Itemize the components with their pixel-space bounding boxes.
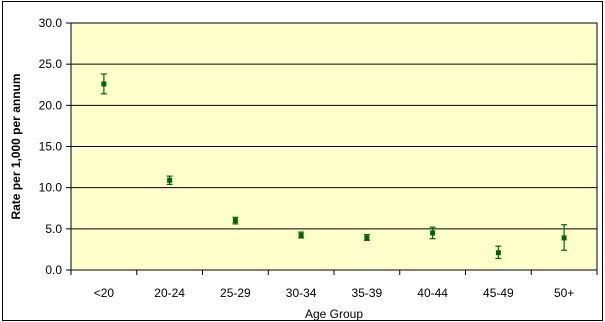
data-point bbox=[167, 177, 173, 183]
y-tick-label: 10.0 bbox=[39, 181, 63, 195]
data-point bbox=[101, 81, 107, 87]
y-tick-label: 0.0 bbox=[45, 263, 62, 277]
gridlines bbox=[66, 22, 597, 271]
data-point bbox=[561, 235, 567, 241]
x-axis-title: Age Group bbox=[305, 307, 363, 321]
x-tick-label: 25-29 bbox=[220, 286, 251, 300]
x-tick-label: 45-49 bbox=[483, 286, 514, 300]
y-tick-label: 30.0 bbox=[39, 16, 63, 30]
y-tick-label: 25.0 bbox=[39, 57, 63, 71]
x-tick-label: 30-34 bbox=[286, 286, 317, 300]
data-point bbox=[364, 235, 370, 241]
x-tick-label: 35-39 bbox=[352, 286, 383, 300]
data-points bbox=[100, 73, 568, 260]
axes bbox=[70, 23, 598, 275]
data-point bbox=[298, 232, 304, 238]
x-tick-label: 20-24 bbox=[154, 286, 185, 300]
x-tick-labels: <20 20-24 25-29 30-34 35-39 40-44 45-49 50+ bbox=[94, 286, 575, 300]
y-tick-label: 15.0 bbox=[39, 140, 63, 154]
y-tick-labels: 0.0 5.0 10.0 15.0 20.0 25.0 30.0 bbox=[39, 16, 63, 277]
x-tick-label: 40-44 bbox=[417, 286, 448, 300]
data-point bbox=[495, 250, 501, 256]
data-point bbox=[430, 230, 436, 236]
x-tick-label: 50+ bbox=[554, 286, 574, 300]
y-tick-label: 20.0 bbox=[39, 98, 63, 112]
data-point bbox=[232, 218, 238, 224]
y-tick-label: 5.0 bbox=[45, 222, 62, 236]
x-tick-label: <20 bbox=[94, 286, 115, 300]
y-axis-title: Rate per 1,000 per annum bbox=[9, 73, 23, 219]
